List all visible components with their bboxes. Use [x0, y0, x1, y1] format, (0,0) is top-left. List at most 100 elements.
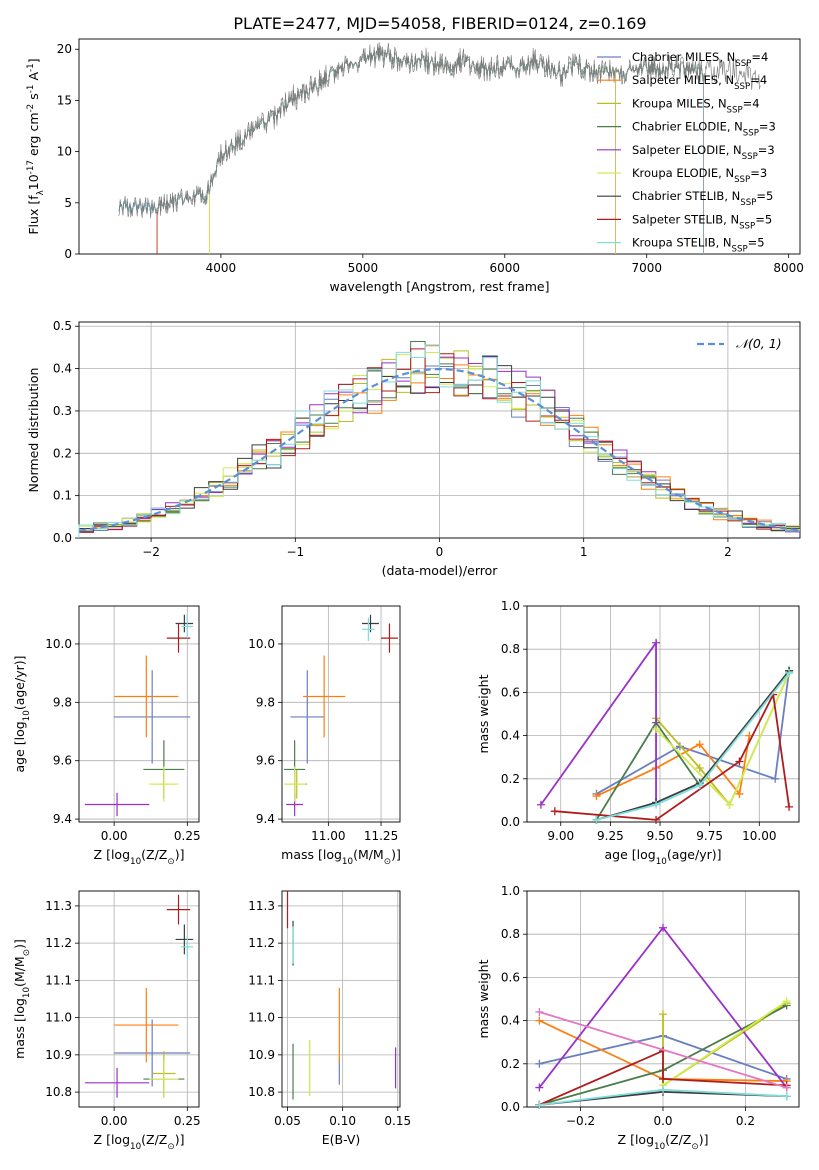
observed-spectrum [118, 42, 761, 219]
weight-marker [592, 792, 601, 801]
y-tick-label: 10.0 [45, 637, 72, 651]
weight-marker [592, 815, 601, 824]
y-axis-label: mass weight [476, 674, 491, 753]
weight-line-7 [596, 670, 790, 821]
weight-line-5 [540, 639, 657, 806]
errorbar-point-8 [381, 623, 398, 653]
weight-vs-metallicity-axes: −0.2 0.0 0.2 0.0 0.2 0.4 0.6 0.8 1.0 Z [log10(Z/Z… [476, 884, 800, 1152]
x-tick-label: 7000 [631, 261, 662, 275]
weight-marker [652, 725, 661, 734]
y-axis-label: mass weight [476, 959, 491, 1038]
legend-entry-5: Salpeter ELODIE, NSSP=3 [632, 143, 775, 162]
errorbar-point-5 [84, 792, 150, 817]
y-tick-label: 1.0 [501, 884, 520, 898]
y-tick-label: 0.4 [53, 362, 72, 376]
legend-entry-4: Chabrier ELODIE, NSSP=3 [632, 120, 776, 139]
weight-marker [535, 1100, 544, 1109]
x-axis-label: wavelength [Angstrom, rest frame] [329, 279, 549, 294]
y-tick-label: 9.6 [256, 754, 275, 768]
errorbar-point-1 [114, 670, 191, 764]
residuals-axes: −2 −1 0 1 2 0.0 0.1 0.2 0.3 0.4 0.5 (data-model)/er… [26, 319, 801, 578]
y-tick-label: 20 [57, 42, 72, 56]
errorbar-point-2 [303, 655, 346, 738]
y-tick-label: 0.0 [501, 1100, 520, 1114]
y-tick-label: 1.0 [501, 599, 520, 613]
y-tick-label: 0.2 [501, 1057, 520, 1071]
y-tick-label: 11.3 [248, 899, 275, 913]
x-tick-label: 5000 [348, 261, 379, 275]
errorbar-point-6 [284, 766, 306, 802]
x-tick-label: 0.0 [653, 1114, 672, 1128]
x-tick-label: 0.15 [384, 1114, 411, 1128]
weight-vs-metallicity-plot-area [535, 923, 791, 1109]
errorbar-point-6 [149, 1060, 179, 1098]
legend-normal-label: 𝒩(0, 1) [736, 336, 782, 351]
legend-entry-8: Salpeter STELIB, NSSP=5 [632, 212, 772, 231]
x-tick-label: 9.75 [696, 829, 723, 843]
y-tick-label: 10.8 [248, 1085, 275, 1099]
y-axis-label: Flux [fλ10-17 erg cm-2 s-1 A-1] [26, 58, 46, 234]
x-tick-label: 0.2 [736, 1114, 755, 1128]
spectrum-legend: Chabrier MILES, NSSP=4 Salpeter MILES, NS… [597, 50, 776, 255]
x-tick-label: 9.50 [647, 829, 674, 843]
x-tick-label: 9.25 [597, 829, 624, 843]
errorbar-point-9 [362, 617, 375, 642]
y-tick-label: 10.9 [45, 1048, 72, 1062]
x-tick-label: 0.25 [174, 829, 201, 843]
weight-marker [536, 800, 545, 809]
weight-marker [735, 757, 744, 766]
errorbar-point-5 [84, 1067, 150, 1098]
x-tick-label: 0.05 [274, 1114, 301, 1128]
age-vs-metallicity-plot-area [84, 614, 194, 817]
weight-vs-age-axes: 9.00 9.25 9.50 9.75 10.00 0.0 0.2 0.4 0.6 0.8 1.0 a… [476, 599, 800, 867]
spectrum-plot-area [118, 42, 761, 254]
weight-marker [695, 764, 704, 772]
weight-marker [785, 668, 794, 677]
weight-marker [659, 1010, 667, 1019]
y-tick-label: 9.4 [256, 812, 275, 826]
x-axis-label: age [log10(age/yr)] [604, 847, 721, 867]
x-tick-label: 0.00 [101, 829, 128, 843]
y-tick-label: 9.8 [256, 695, 275, 709]
y-tick-label: 11.2 [248, 936, 275, 950]
y-tick-label: 0.8 [501, 927, 520, 941]
weight-marker [695, 781, 704, 790]
legend-entry-1: Chabrier MILES, NSSP=4 [632, 50, 768, 69]
y-tick-label: 10.9 [248, 1048, 275, 1062]
mass-vs-extinction-axes: 0.05 0.10 0.15 10.8 10.9 11.0 11.1 11.2 11.3 E(B-… [248, 890, 411, 1147]
y-tick-label: 15 [57, 93, 72, 107]
weight-marker [725, 800, 734, 809]
x-axis-label: Z [log10(Z/Z⊙)] [618, 1132, 709, 1152]
y-tick-label: 0.8 [501, 642, 520, 656]
weight-line-10 [539, 1011, 787, 1089]
x-tick-label: 6000 [490, 261, 521, 275]
x-tick-label: 1 [580, 545, 588, 559]
x-axis-label: E(B-V) [322, 1132, 361, 1147]
x-tick-label: 11.00 [311, 829, 345, 843]
y-tick-label: 9.8 [53, 695, 72, 709]
y-tick-label: 10.8 [45, 1085, 72, 1099]
y-axis-label: mass [log10(M/M⊙)] [12, 939, 32, 1059]
weight-marker [535, 1007, 544, 1016]
y-tick-label: 0.6 [501, 685, 520, 699]
weight-marker [652, 800, 661, 809]
normal-curve [78, 367, 801, 532]
weight-marker [652, 815, 661, 824]
x-tick-label: 4000 [206, 261, 237, 275]
x-tick-label: 9.00 [547, 829, 574, 843]
model-spectrum-3 [209, 47, 616, 254]
weight-marker [659, 1085, 667, 1094]
weight-line-8 [554, 691, 790, 821]
weight-line-9 [596, 672, 790, 821]
legend-entry-2: Salpeter MILES, NSSP=4 [632, 73, 767, 92]
weight-marker [535, 1016, 544, 1025]
figure-title: PLATE=2477, MJD=54058, FIBERID=0124, z=0… [233, 14, 646, 33]
y-tick-label: 0.4 [501, 1014, 520, 1028]
residuals-frame [78, 321, 801, 539]
errorbar-point-1 [114, 1019, 191, 1087]
errorbar-point-2 [114, 987, 179, 1063]
spectrum-frame [78, 38, 801, 255]
mass-vs-metallicity-frame [78, 890, 200, 1108]
y-tick-label: 0.3 [53, 404, 72, 418]
weight-vs-metallicity-frame [526, 890, 800, 1108]
